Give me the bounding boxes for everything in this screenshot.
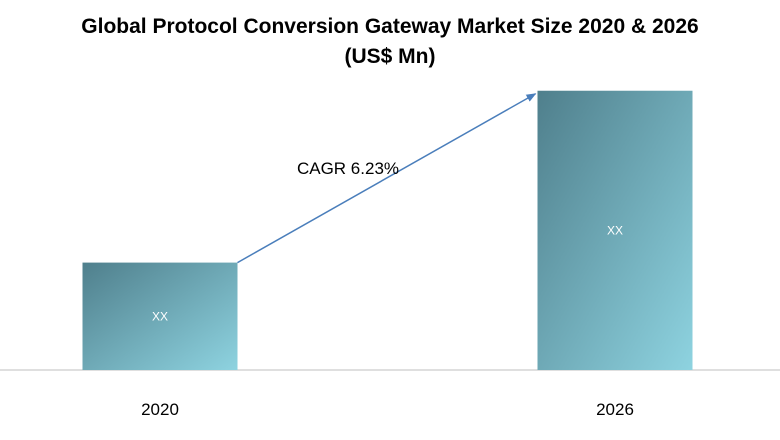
chart-title-line2: (US$ Mn) — [344, 45, 436, 68]
data-label-2020: XX — [152, 309, 168, 323]
x-tick-labels: 2020 2026 — [141, 400, 634, 419]
chart-title: Global Protocol Conversion Gateway Marke… — [0, 12, 780, 72]
data-label-2026: XX — [607, 223, 623, 237]
bar-2020 — [82, 262, 238, 370]
chart-title-line1: Global Protocol Conversion Gateway Marke… — [81, 15, 699, 38]
cagr-annotation: CAGR 6.23% — [297, 159, 399, 178]
bars-layer: XX XX — [82, 90, 693, 371]
bar-2026 — [537, 90, 693, 371]
x-tick-label-2020: 2020 — [141, 400, 179, 419]
x-tick-label-2026: 2026 — [596, 400, 634, 419]
cagr-arrow — [237, 93, 537, 264]
